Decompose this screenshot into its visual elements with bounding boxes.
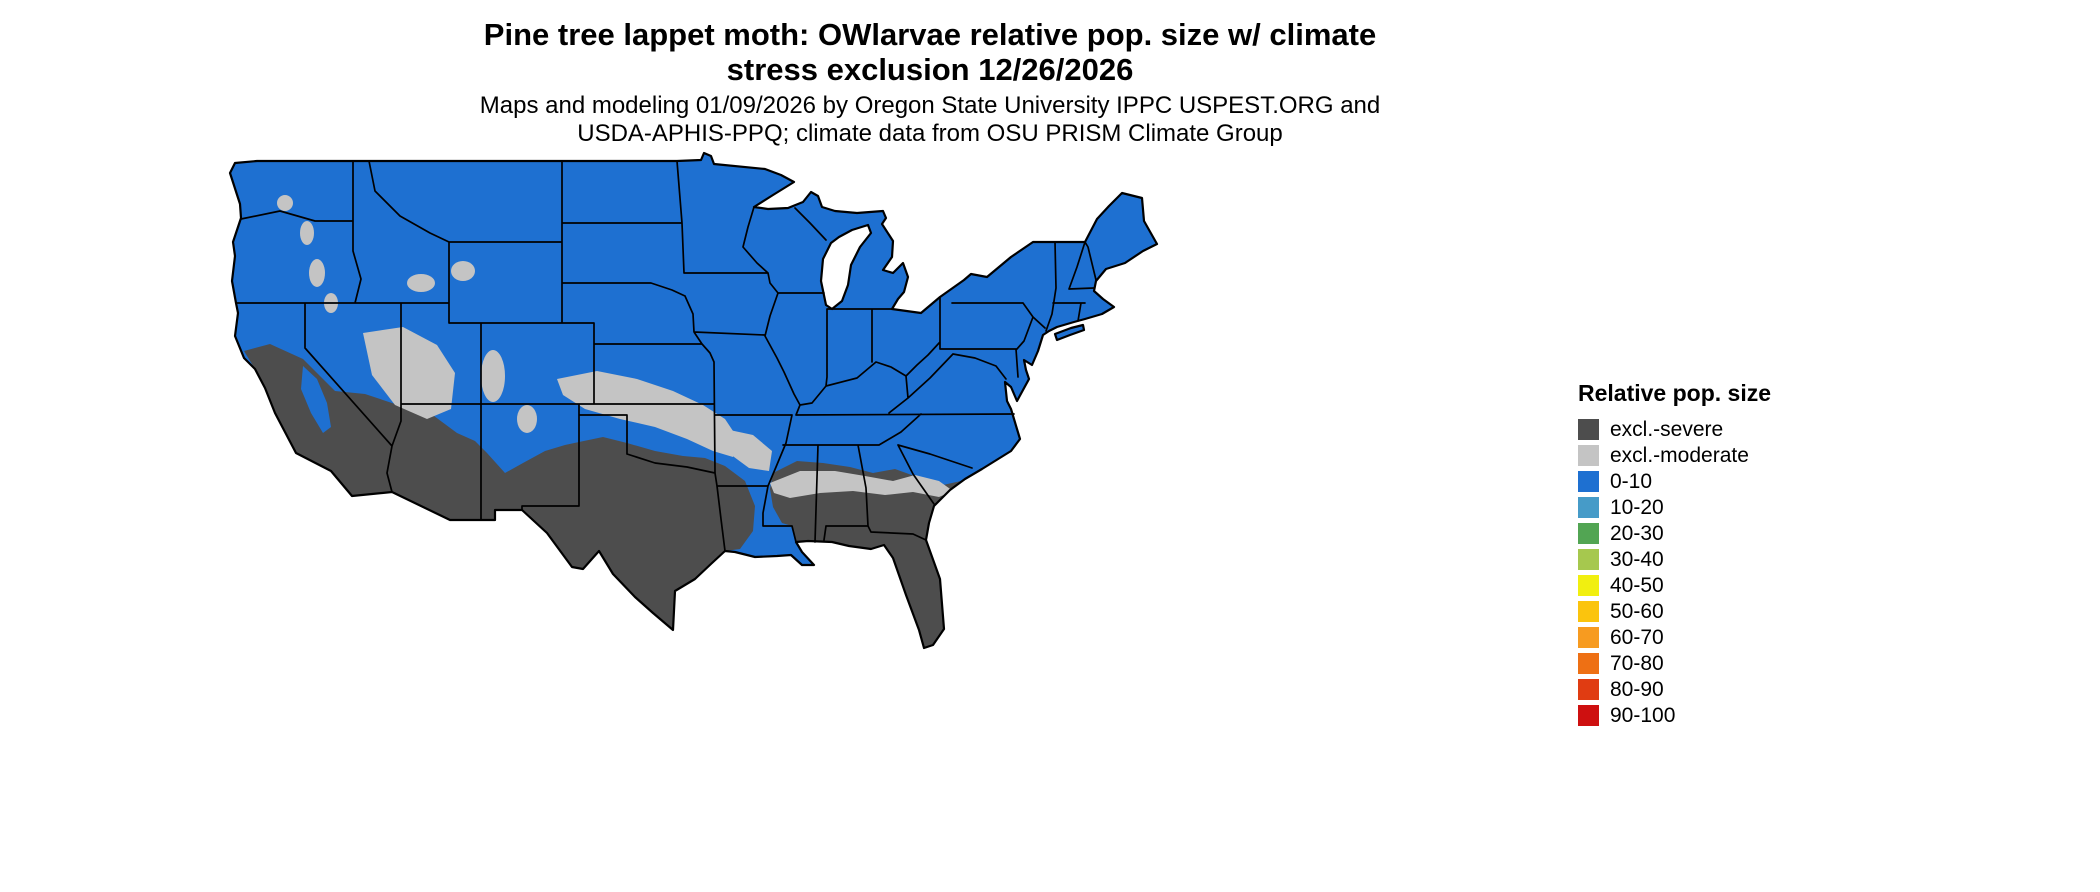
- legend-label: excl.-severe: [1610, 417, 1724, 441]
- region-excl-moderate-great-basin: [363, 327, 455, 419]
- legend-row: 0-10: [1578, 468, 1838, 494]
- legend-row: excl.-severe: [1578, 416, 1838, 442]
- legend-swatch: [1578, 522, 1599, 544]
- legend-label: 0-10: [1610, 469, 1653, 493]
- region-excl-severe-southeast: [770, 461, 961, 648]
- legend-label: 90-100: [1610, 703, 1676, 727]
- legend-row: 10-20: [1578, 494, 1838, 520]
- legend-swatch: [1578, 652, 1599, 674]
- region-excl-severe-southwest: [244, 344, 755, 630]
- legend-swatch: [1578, 626, 1599, 648]
- legend-swatch: [1578, 470, 1599, 492]
- region-excl-moderate-southern-rockies: [517, 405, 537, 433]
- legend: Relative pop. size excl.-severe excl.-mo…: [1578, 380, 1838, 728]
- legend-row: 60-70: [1578, 624, 1838, 650]
- legend-swatch: [1578, 704, 1599, 726]
- legend-swatch: [1578, 444, 1599, 466]
- page-title: Pine tree lappet moth: OWlarvae relative…: [483, 17, 1377, 87]
- legend-label: 30-40: [1610, 547, 1664, 571]
- region-excl-moderate-cascades-1: [277, 195, 293, 211]
- region-excl-moderate-central-plains: [557, 371, 737, 457]
- page-subtitle-line2: USDA-APHIS-PPQ; climate data from OSU PR…: [577, 119, 1283, 147]
- us-map: [225, 150, 1165, 662]
- region-excl-moderate-montana-rockies: [407, 274, 435, 292]
- legend-swatch: [1578, 574, 1599, 596]
- us-outline: [228, 151, 1159, 650]
- region-excl-moderate-colorado-rockies: [481, 350, 505, 402]
- region-excl-moderate-cascades-2: [300, 221, 314, 245]
- page-title-line1: Pine tree lappet moth: OWlarvae relative…: [483, 17, 1377, 52]
- legend-row: 20-30: [1578, 520, 1838, 546]
- legend-label: 20-30: [1610, 521, 1664, 545]
- legend-swatch: [1578, 418, 1599, 440]
- legend-label: 50-60: [1610, 599, 1664, 623]
- page-title-line2: stress exclusion 12/26/2026: [726, 51, 1134, 87]
- legend-swatch: [1578, 600, 1599, 622]
- legend-label: 10-20: [1610, 495, 1664, 519]
- region-0-10-sierra-nevada: [301, 366, 331, 433]
- legend-row: 40-50: [1578, 572, 1838, 598]
- legend-row: 80-90: [1578, 676, 1838, 702]
- legend-rows: excl.-severe excl.-moderate 0-10 10-20 2…: [1578, 416, 1838, 728]
- us-map-svg: [228, 151, 1159, 650]
- legend-label: 80-90: [1610, 677, 1664, 701]
- legend-row: 30-40: [1578, 546, 1838, 572]
- legend-label: 70-80: [1610, 651, 1664, 675]
- page-subtitle-line1: Maps and modeling 01/09/2026 by Oregon S…: [479, 92, 1381, 119]
- legend-row: excl.-moderate: [1578, 442, 1838, 468]
- legend-title: Relative pop. size: [1578, 380, 1772, 406]
- legend-row: 90-100: [1578, 702, 1838, 728]
- region-excl-moderate-yellowstone: [451, 261, 475, 281]
- legend-label: 40-50: [1610, 573, 1664, 597]
- legend-swatch: [1578, 678, 1599, 700]
- legend-row: 70-80: [1578, 650, 1838, 676]
- legend-label: 60-70: [1610, 625, 1664, 649]
- page-subtitle: Maps and modeling 01/09/2026 by Oregon S…: [480, 92, 1380, 147]
- legend-label: excl.-moderate: [1610, 443, 1749, 467]
- region-excl-moderate-cascades-3: [309, 259, 325, 287]
- legend-row: 50-60: [1578, 598, 1838, 624]
- legend-swatch: [1578, 548, 1599, 570]
- region-excl-moderate-ozark-bootheel: [725, 429, 772, 471]
- state-borders: [235, 160, 1097, 552]
- legend-swatch: [1578, 496, 1599, 518]
